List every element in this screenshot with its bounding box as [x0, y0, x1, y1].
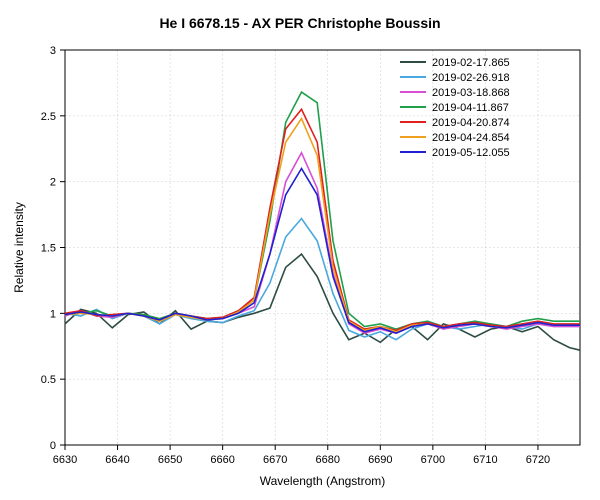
ytick-label: 0.5 — [41, 374, 56, 386]
xtick-label: 6680 — [316, 454, 340, 466]
xtick-label: 6630 — [53, 454, 77, 466]
ytick-label: 1 — [50, 308, 56, 320]
legend-label: 2019-03-18.868 — [432, 87, 510, 99]
xtick-label: 6650 — [158, 454, 182, 466]
chart-title: He I 6678.15 - AX PER Christophe Boussin — [159, 15, 440, 31]
legend-label: 2019-04-11.867 — [432, 102, 509, 114]
ytick-label: 2.5 — [41, 111, 56, 123]
x-axis-label: Wavelength (Angstrom) — [260, 474, 386, 488]
y-axis-label: Relative intensity — [12, 202, 26, 293]
ytick-label: 2 — [50, 177, 56, 189]
legend-label: 2019-05-12.055 — [432, 147, 510, 159]
ytick-label: 0 — [50, 440, 56, 452]
legend-label: 2019-04-24.854 — [432, 132, 510, 144]
chart-bg — [0, 0, 600, 500]
xtick-label: 6690 — [368, 454, 392, 466]
xtick-label: 6670 — [263, 454, 287, 466]
xtick-label: 6710 — [473, 454, 497, 466]
legend-label: 2019-02-26.918 — [432, 72, 510, 84]
legend-label: 2019-04-20.874 — [432, 117, 510, 129]
xtick-label: 6720 — [526, 454, 550, 466]
ytick-label: 3 — [50, 45, 56, 57]
xtick-label: 6640 — [105, 454, 129, 466]
ytick-label: 1.5 — [41, 243, 56, 255]
chart-container: 6630 6640 6650 6660 6670 6680 6690 6700 6710 6720… — [0, 0, 600, 500]
xtick-label: 6660 — [210, 454, 234, 466]
xtick-label: 6700 — [421, 454, 445, 466]
legend-label: 2019-02-17.865 — [432, 57, 510, 69]
spectrum-chart: 6630 6640 6650 6660 6670 6680 6690 6700 6710 6720… — [0, 0, 600, 500]
